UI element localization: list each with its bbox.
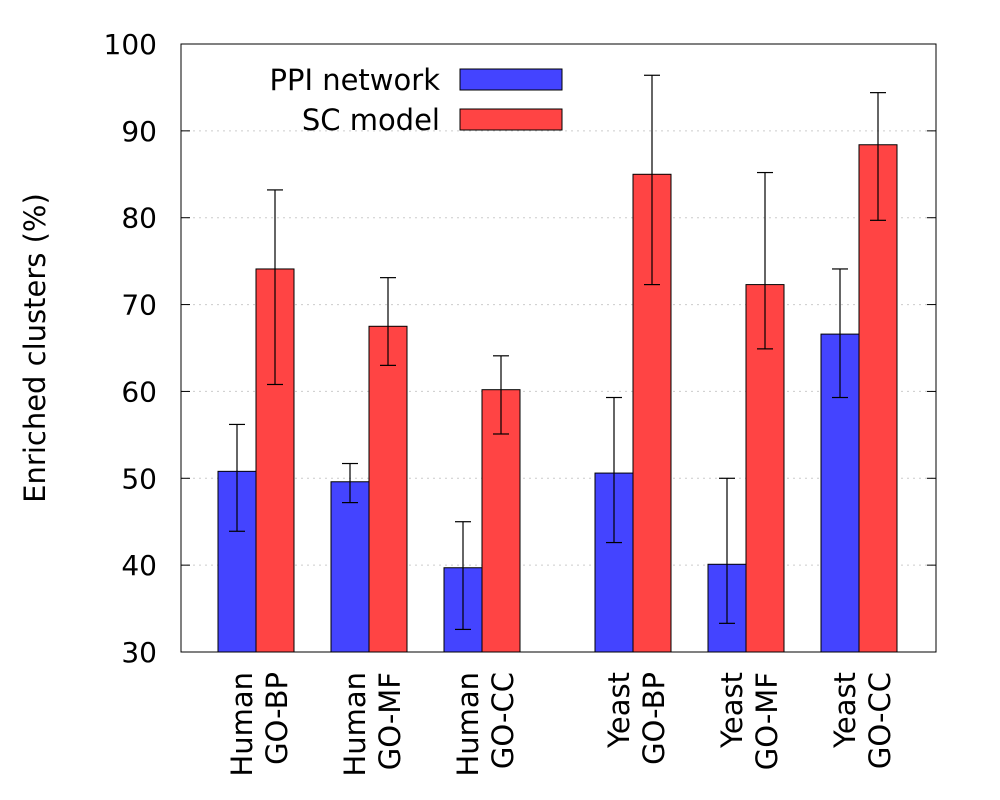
legend: PPI network SC model bbox=[269, 63, 563, 137]
bar-sc-model-yeast-go-cc bbox=[858, 144, 898, 653]
bars bbox=[217, 144, 898, 653]
category-label-line1: Human bbox=[451, 672, 485, 777]
error-bar-ppi-network-yeast-go-cc bbox=[832, 268, 848, 399]
error-bar-sc-model-yeast-go-cc bbox=[870, 92, 886, 221]
category-label-line2: GO-MF bbox=[750, 672, 784, 770]
category-label-line2: GO-MF bbox=[373, 672, 407, 770]
error-bar-ppi-network-human-go-bp bbox=[229, 423, 245, 532]
category-label-line2: GO-CC bbox=[486, 672, 520, 769]
category-label-yeast-go-mf: Yeast GO-MF bbox=[715, 672, 784, 770]
legend-swatch-ppi-network bbox=[459, 68, 563, 91]
y-tick-label: 50 bbox=[121, 462, 157, 495]
error-bar-ppi-network-human-go-mf bbox=[342, 462, 358, 504]
error-bar-sc-model-human-go-mf bbox=[380, 277, 396, 366]
y-tick-label: 80 bbox=[121, 202, 157, 235]
y-tick-label: 90 bbox=[121, 115, 157, 148]
category-label-line1: Yeast bbox=[828, 672, 862, 749]
error-bar-sc-model-yeast-go-bp bbox=[644, 74, 660, 286]
error-bar-sc-model-human-go-bp bbox=[267, 189, 283, 386]
error-bars bbox=[229, 74, 886, 631]
error-bar-sc-model-yeast-go-mf bbox=[757, 171, 773, 350]
category-label-line1: Human bbox=[225, 672, 259, 777]
x-axis-categories: Human GO-BP Human GO-MF Human GO-CC Yeast GO-BP… bbox=[225, 643, 897, 777]
error-bar-ppi-network-human-go-cc bbox=[455, 521, 471, 631]
category-label-yeast-go-bp: Yeast GO-BP bbox=[602, 672, 671, 765]
y-axis: 30 40 50 60 70 80 90 100 bbox=[104, 28, 936, 669]
plot-frame bbox=[180, 43, 937, 653]
category-label-human-go-cc: Human GO-CC bbox=[451, 672, 520, 777]
category-label-human-go-bp: Human GO-BP bbox=[225, 672, 294, 777]
category-label-line2: GO-BP bbox=[637, 672, 671, 765]
category-label-yeast-go-cc: Yeast GO-CC bbox=[828, 672, 897, 769]
bar-ppi-network-human-go-mf bbox=[330, 481, 370, 653]
category-label-human-go-mf: Human GO-MF bbox=[338, 672, 407, 777]
category-label-line1: Yeast bbox=[602, 672, 636, 749]
y-tick-label: 60 bbox=[121, 375, 157, 408]
category-label-line2: GO-CC bbox=[863, 672, 897, 769]
y-tick-label: 30 bbox=[121, 636, 157, 669]
error-bar-sc-model-human-go-cc bbox=[493, 355, 509, 435]
category-label-line1: Yeast bbox=[715, 672, 749, 749]
category-label-line1: Human bbox=[338, 672, 372, 777]
error-bar-ppi-network-yeast-go-bp bbox=[606, 396, 622, 544]
legend-label-ppi-network: PPI network bbox=[269, 63, 440, 97]
y-tick-label: 100 bbox=[104, 28, 157, 61]
legend-swatch-sc-model bbox=[459, 108, 563, 131]
category-label-line2: GO-BP bbox=[260, 672, 294, 765]
bar-sc-model-human-go-mf bbox=[368, 325, 408, 653]
error-bar-ppi-network-yeast-go-mf bbox=[719, 477, 735, 624]
y-axis-title: Enriched clusters (%) bbox=[18, 193, 52, 503]
y-tick-label: 70 bbox=[121, 289, 157, 322]
y-tick-label: 40 bbox=[121, 549, 157, 582]
legend-label-sc-model: SC model bbox=[302, 103, 440, 137]
